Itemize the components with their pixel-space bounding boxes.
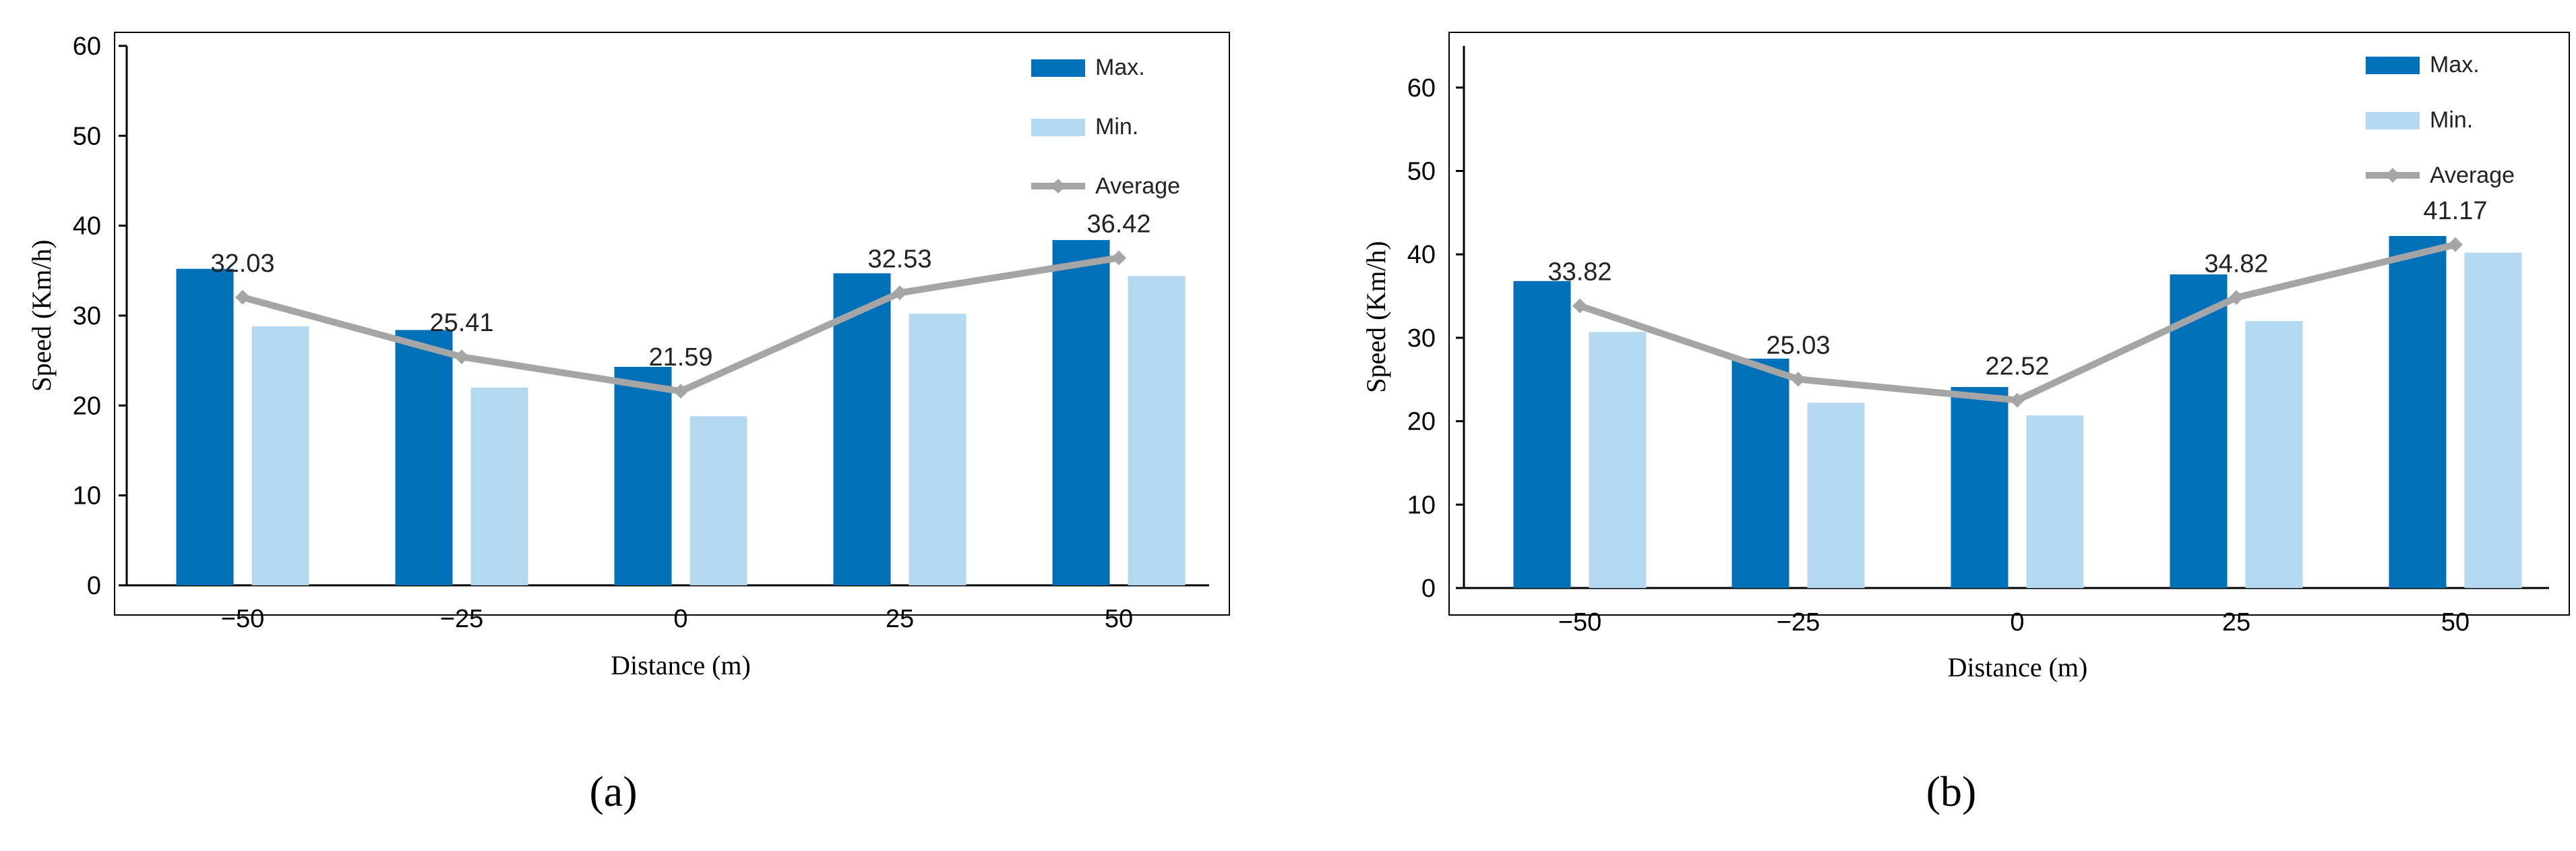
legend-marker-average [1051,179,1066,194]
x-tick-label: 0 [673,605,687,633]
bar-max [176,268,234,585]
bar-min [2026,415,2084,588]
x-tick-label: 0 [2010,608,2024,637]
y-tick-label: 30 [1407,324,1436,353]
bar-min [2464,252,2522,588]
bar-min [1128,276,1186,585]
legend-label-average: Average [2430,163,2515,188]
average-marker [235,289,250,305]
y-axis-title: Speed (Km/h) [1361,241,1391,393]
data-label: 25.03 [1766,331,1830,359]
y-tick-label: 30 [73,302,101,330]
y-tick-label: 50 [73,122,101,150]
y-tick-label: 10 [1407,491,1436,519]
y-tick-label: 60 [73,32,101,61]
data-label: 32.03 [210,250,274,278]
x-tick-label: 25 [886,605,914,633]
bar-min [470,387,528,585]
y-tick-label: 10 [73,482,101,510]
bar-min [909,314,967,585]
data-label: 34.82 [2204,250,2268,278]
y-tick-label: 50 [1407,158,1436,186]
average-marker [1111,250,1126,266]
bar-max [2389,236,2447,589]
average-marker [2229,290,2244,305]
bar-min [2245,321,2303,588]
y-tick-label: 0 [87,572,101,600]
legend-swatch-max [1031,59,1085,77]
average-marker [454,349,469,365]
bar-min [1807,403,1865,588]
legend-label-average: Average [1095,173,1180,199]
legend: Max. Min. Average [2366,52,2515,188]
bar-min [251,326,309,585]
x-tick-label: −50 [221,605,264,633]
chart-panel-b: 0 10 20 30 40 50 60 −50 −25 0 25 50 33.82 25.03 22.52 3… [1361,32,2570,815]
legend-swatch-min [2366,112,2420,129]
x-tick-label: 25 [2222,608,2250,637]
x-tick-label: 50 [2441,608,2470,637]
y-tick-label: 0 [1421,575,1436,603]
panel-caption: (b) [1926,767,1977,815]
y-axis-title: Speed (Km/h) [26,239,57,392]
bar-max [395,330,453,585]
bar-max [833,273,891,585]
average-marker [892,285,907,301]
data-label: 36.42 [1086,210,1151,238]
x-axis-title: Distance (m) [1948,652,2088,682]
y-tick-label: 20 [73,392,101,420]
y-tick-label: 40 [73,212,101,241]
y-tick-label: 60 [1407,74,1436,102]
x-tick-label: −25 [440,605,483,633]
data-label: 33.82 [1547,258,1612,287]
panel-caption: (a) [589,767,637,815]
data-label: 21.59 [648,343,712,372]
x-tick-label: −50 [1558,608,1601,637]
average-marker [673,384,688,399]
data-label: 25.41 [429,309,493,337]
plot-frame [1448,32,2570,616]
legend-swatch-max [2366,57,2420,74]
x-axis-title: Distance (m) [611,650,751,680]
legend-label-max: Max. [2430,52,2480,78]
legend-label-min: Min. [2430,107,2473,133]
legend-marker-average [2385,168,2400,183]
bar-max [1513,281,1571,588]
x-tick-label: −25 [1777,608,1820,637]
data-label: 22.52 [1985,352,2049,380]
legend-label-max: Max. [1095,55,1145,80]
legend-label-min: Min. [1095,114,1138,140]
y-tick-label: 20 [1407,408,1436,436]
data-label: 41.17 [2423,197,2487,225]
legend-swatch-min [1031,119,1085,136]
x-tick-label: 50 [1105,605,1133,633]
average-marker [2448,237,2463,252]
plot-frame [114,32,1230,616]
bar-max [1951,386,2008,588]
y-tick-label: 40 [1407,241,1436,269]
bar-min [1589,332,1647,588]
bar-max [1731,358,1789,588]
average-marker [1572,298,1587,314]
average-marker [2010,392,2025,408]
bar-min [689,416,747,585]
chart-panel-a: 0 10 20 30 40 50 60 −50 −25 0 25 50 32.03 25.41 21.59 3… [26,32,1230,815]
data-label: 32.53 [867,245,931,273]
legend: Max. Min. Average [1031,55,1180,199]
average-marker [1791,372,1806,387]
bar-max [614,367,672,585]
bar-max [1052,240,1110,585]
